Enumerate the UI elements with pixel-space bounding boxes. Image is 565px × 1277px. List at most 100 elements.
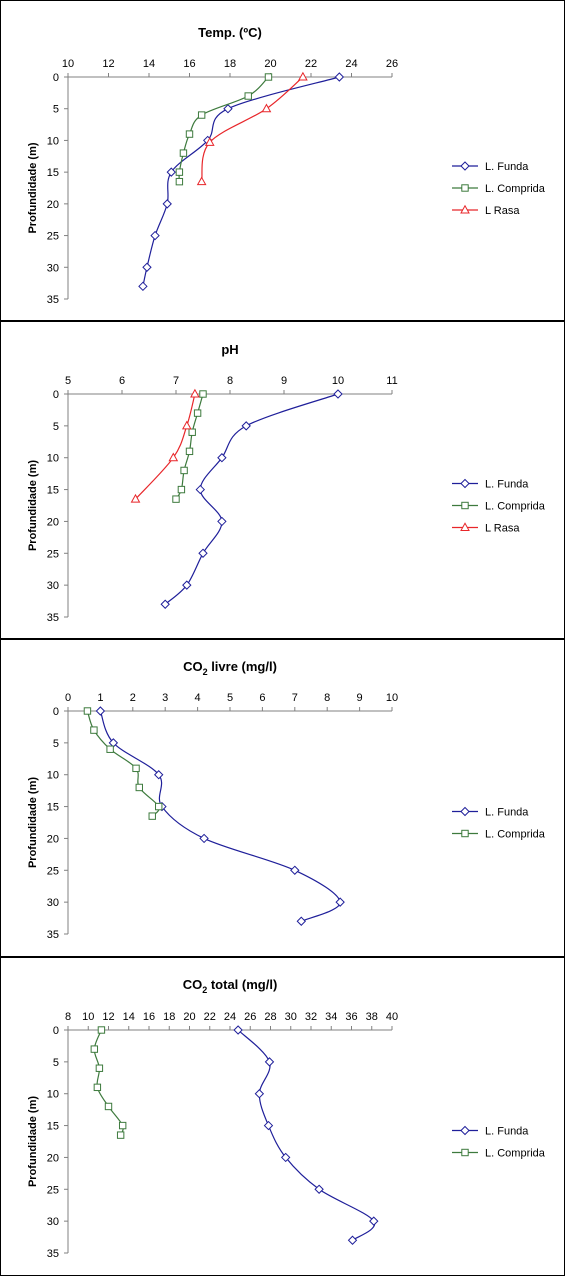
legend-label: L. Comprida (485, 1148, 546, 1160)
y-tick-label: 30 (47, 1216, 59, 1228)
data-point (261, 103, 272, 113)
x-tick-label: 40 (386, 1011, 398, 1023)
x-tick-label: 38 (366, 1011, 378, 1023)
y-tick-label: 20 (47, 1152, 59, 1164)
y-tick-label: 25 (47, 231, 59, 243)
data-point (198, 548, 208, 558)
x-tick-label: 28 (264, 1011, 276, 1023)
x-tick-label: 24 (345, 58, 357, 70)
x-tick-label: 8 (227, 375, 233, 387)
x-tick-label: 9 (281, 375, 287, 387)
x-tick-label: 32 (305, 1011, 317, 1023)
chart-title-rest: total (mg/l) (207, 977, 277, 992)
x-tick-label: 1 (97, 692, 103, 704)
data-point (280, 1152, 291, 1163)
data-point (298, 71, 308, 81)
x-tick-label: 2 (130, 692, 136, 704)
y-tick-label: 35 (47, 929, 59, 941)
data-point (148, 812, 156, 820)
data-point (180, 466, 188, 475)
chart-title-subscript: 2 (202, 985, 207, 995)
legend-marker (461, 184, 469, 192)
data-point (182, 580, 192, 590)
data-point (185, 447, 194, 456)
data-point (233, 1025, 243, 1035)
x-tick-label: 14 (123, 1011, 135, 1023)
data-point (104, 1102, 113, 1111)
data-point (204, 137, 215, 146)
data-point (193, 409, 202, 417)
x-tick-label: 26 (244, 1011, 256, 1023)
panel-frame (0, 321, 565, 639)
data-point (199, 833, 209, 844)
y-tick-label: 10 (47, 1089, 59, 1101)
data-point (185, 130, 194, 138)
legend-marker (461, 501, 469, 510)
legend-label: L. Comprida (485, 829, 546, 841)
data-point (181, 420, 192, 430)
x-tick-label: 5 (65, 375, 71, 387)
x-tick-label: 18 (163, 1011, 175, 1023)
y-tick-label: 30 (47, 580, 59, 592)
data-point (290, 865, 300, 875)
y-tick-label: 0 (53, 1025, 59, 1037)
y-tick-label: 15 (47, 802, 59, 814)
chart-title-main: CO (183, 977, 203, 992)
series-line-l-rasa (201, 76, 304, 182)
data-point (296, 916, 306, 926)
x-tick-label: 6 (259, 692, 265, 704)
legend-label: L. Funda (485, 479, 529, 491)
data-point (314, 1184, 324, 1194)
y-tick-label: 25 (47, 548, 59, 560)
chart-title: pH (221, 342, 238, 357)
x-tick-label: 20 (183, 1011, 195, 1023)
data-point (347, 1235, 358, 1245)
y-tick-label: 5 (53, 1057, 59, 1069)
x-tick-label: 11 (386, 375, 397, 387)
y-tick-label: 35 (47, 294, 59, 306)
data-point (160, 599, 170, 609)
data-point (166, 167, 176, 177)
x-tick-label: 24 (224, 1011, 236, 1023)
data-point (264, 1057, 275, 1067)
data-point (142, 262, 152, 272)
data-point (244, 92, 252, 100)
panel-frame (0, 957, 565, 1276)
y-tick-label: 10 (47, 453, 59, 465)
x-tick-label: 12 (102, 1011, 114, 1023)
data-point (188, 428, 196, 436)
data-point (334, 72, 345, 82)
x-tick-label: 10 (82, 1011, 94, 1023)
legend-label: L. Funda (485, 807, 529, 819)
panel-frame (0, 639, 565, 957)
chart-title-rest: livre (mg/l) (208, 659, 277, 674)
data-point (97, 1026, 106, 1034)
data-point (199, 390, 207, 398)
data-point (196, 176, 207, 186)
chart-title-main: Temp. (ºC) (198, 25, 262, 40)
y-tick-label: 35 (47, 1248, 59, 1260)
y-axis-label: Profundidade (m) (27, 142, 39, 233)
x-tick-label: 7 (292, 692, 298, 704)
data-point (175, 168, 184, 176)
x-tick-label: 10 (332, 375, 344, 387)
data-point (90, 726, 98, 734)
legend-label: L. Comprida (485, 183, 546, 195)
x-tick-label: 14 (143, 58, 155, 70)
y-tick-label: 15 (47, 167, 59, 179)
data-point (95, 706, 106, 716)
data-point (217, 516, 227, 527)
data-point (83, 707, 92, 715)
y-tick-label: 25 (47, 1184, 59, 1196)
y-tick-label: 10 (47, 135, 59, 147)
data-point (154, 770, 164, 780)
legend-marker (460, 806, 470, 817)
chart-title: CO2 total (mg/l) (183, 977, 278, 995)
y-tick-label: 30 (47, 262, 59, 274)
x-tick-label: 26 (386, 58, 398, 70)
chart-title-main: CO (183, 659, 203, 674)
data-point (195, 484, 206, 495)
y-tick-label: 10 (47, 770, 59, 782)
data-point (190, 388, 200, 398)
